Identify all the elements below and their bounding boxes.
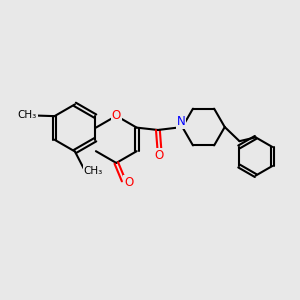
Text: O: O <box>124 176 134 189</box>
Text: O: O <box>112 109 121 122</box>
Text: N: N <box>177 115 185 128</box>
Text: CH₃: CH₃ <box>83 166 103 176</box>
Text: O: O <box>155 149 164 162</box>
Text: CH₃: CH₃ <box>18 110 37 120</box>
